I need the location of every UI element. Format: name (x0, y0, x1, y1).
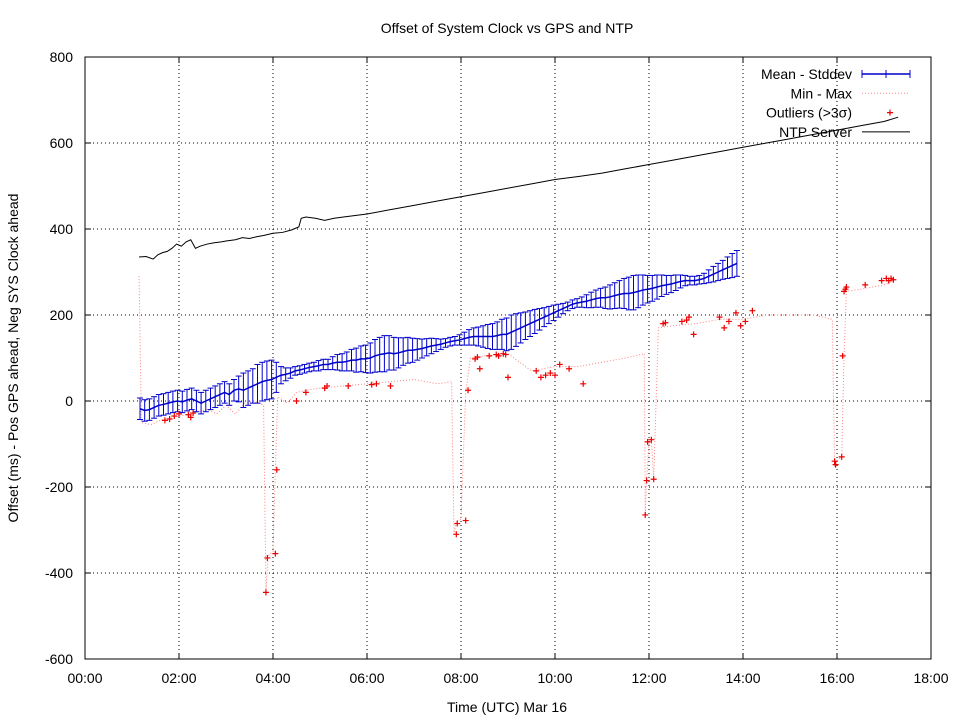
outlier-point (547, 370, 554, 377)
legend-label-mean: Mean - Stddev (761, 66, 852, 82)
outlier-point (552, 372, 558, 379)
outlier-point (843, 284, 850, 291)
outlier-point (453, 531, 460, 538)
x-tick-label: 14:00 (725, 670, 760, 686)
chart-title: Offset of System Clock vs GPS and NTP (381, 20, 634, 36)
outlier-point (648, 436, 655, 443)
outlier-point (643, 477, 650, 484)
outlier-point (273, 466, 280, 473)
grid (85, 57, 931, 659)
y-tick-label: 800 (50, 49, 74, 65)
y-tick-label: 0 (65, 393, 73, 409)
outlier-point (345, 382, 352, 389)
outlier-point (187, 414, 194, 421)
outlier-point (533, 367, 540, 374)
outlier-point (878, 277, 885, 284)
x-tick-label: 16:00 (819, 670, 854, 686)
mean-line (139, 262, 738, 412)
x-tick-label: 00:00 (67, 670, 102, 686)
outlier-point (831, 458, 838, 465)
outlier-point (462, 517, 469, 524)
outlier-point (486, 352, 493, 359)
y-tick-label: 200 (50, 307, 74, 323)
outlier-point (721, 324, 728, 331)
outlier-point (474, 354, 481, 361)
y-tick-label: 400 (50, 221, 74, 237)
y-tick-label: -200 (45, 479, 73, 495)
outlier-point (495, 352, 502, 359)
outlier-point (662, 319, 669, 326)
x-tick-label: 04:00 (255, 670, 290, 686)
y-axis-label: Offset (ms) - Pos GPS ahead, Neg SYS Clo… (5, 194, 21, 523)
legend-label-minmax: Min - Max (791, 85, 852, 101)
outlier-point (839, 352, 846, 359)
legend-label-outliers: Outliers (>3σ) (766, 105, 852, 121)
ntp-server-series (139, 116, 899, 260)
outlier-point (683, 317, 690, 324)
outlier-point (716, 314, 723, 321)
outlier-point (742, 318, 749, 325)
outlier-point (368, 381, 375, 388)
outlier-point (838, 453, 845, 460)
outlier-point (262, 589, 269, 596)
outlier-point (862, 281, 869, 288)
outlier-point (566, 365, 573, 372)
outlier-point (161, 417, 168, 424)
outlier-point (166, 416, 173, 423)
outlier-point (890, 276, 897, 283)
x-tick-label: 02:00 (161, 670, 196, 686)
axis-ticks: 00:00 02:00 04:00 06:00 08:00 10:00 12:00 14:00… (45, 49, 949, 686)
outlier-point (650, 476, 657, 483)
outlier-point (293, 398, 300, 404)
outlier-point (190, 410, 197, 417)
outlier-point (324, 382, 331, 389)
outlier-point (373, 380, 380, 387)
mean-stddev-series (136, 250, 740, 422)
outlier-point (387, 382, 394, 389)
outlier-point (542, 372, 549, 379)
outlier-point (832, 461, 839, 468)
min-max-line (138, 276, 894, 591)
outlier-point (476, 365, 483, 372)
outlier-point (732, 309, 739, 316)
outlier-point (454, 520, 461, 527)
legend-sample-outlier (887, 109, 893, 116)
plot-frame (84, 56, 932, 660)
x-tick-label: 06:00 (349, 670, 384, 686)
y-tick-label: -600 (45, 651, 73, 667)
outlier-point (465, 387, 472, 394)
outlier-point (537, 374, 544, 381)
x-tick-label: 10:00 (537, 670, 572, 686)
outlier-point (502, 351, 509, 358)
legend-label-ntp: NTP Server (779, 124, 852, 140)
x-tick-label: 18:00 (913, 670, 948, 686)
outlier-point (556, 361, 563, 368)
x-tick-label: 08:00 (443, 670, 478, 686)
min-max-series (138, 276, 894, 591)
ntp-line (139, 116, 899, 260)
outlier-point (580, 380, 587, 387)
outlier-point (302, 389, 309, 396)
outlier-point (685, 314, 692, 321)
outlier-point (737, 322, 744, 329)
outlier-point (690, 331, 697, 338)
legend: Mean - Stddev Min - Max Outliers (>3σ) NTP … (761, 66, 911, 140)
outliers-series (161, 275, 897, 596)
x-axis-label: Time (UTC) Mar 16 (447, 699, 567, 715)
outlier-point (264, 554, 271, 561)
outlier-point (272, 550, 279, 557)
outlier-point (725, 318, 732, 325)
y-tick-label: 600 (50, 135, 74, 151)
y-tick-label: -400 (45, 565, 73, 581)
x-tick-label: 12:00 (631, 670, 666, 686)
outlier-point (171, 413, 178, 420)
outlier-point (176, 410, 182, 417)
outlier-point (505, 374, 511, 381)
outlier-point (642, 511, 649, 518)
outlier-point (678, 318, 685, 325)
outlier-point (644, 438, 651, 445)
outlier-point (749, 307, 756, 314)
